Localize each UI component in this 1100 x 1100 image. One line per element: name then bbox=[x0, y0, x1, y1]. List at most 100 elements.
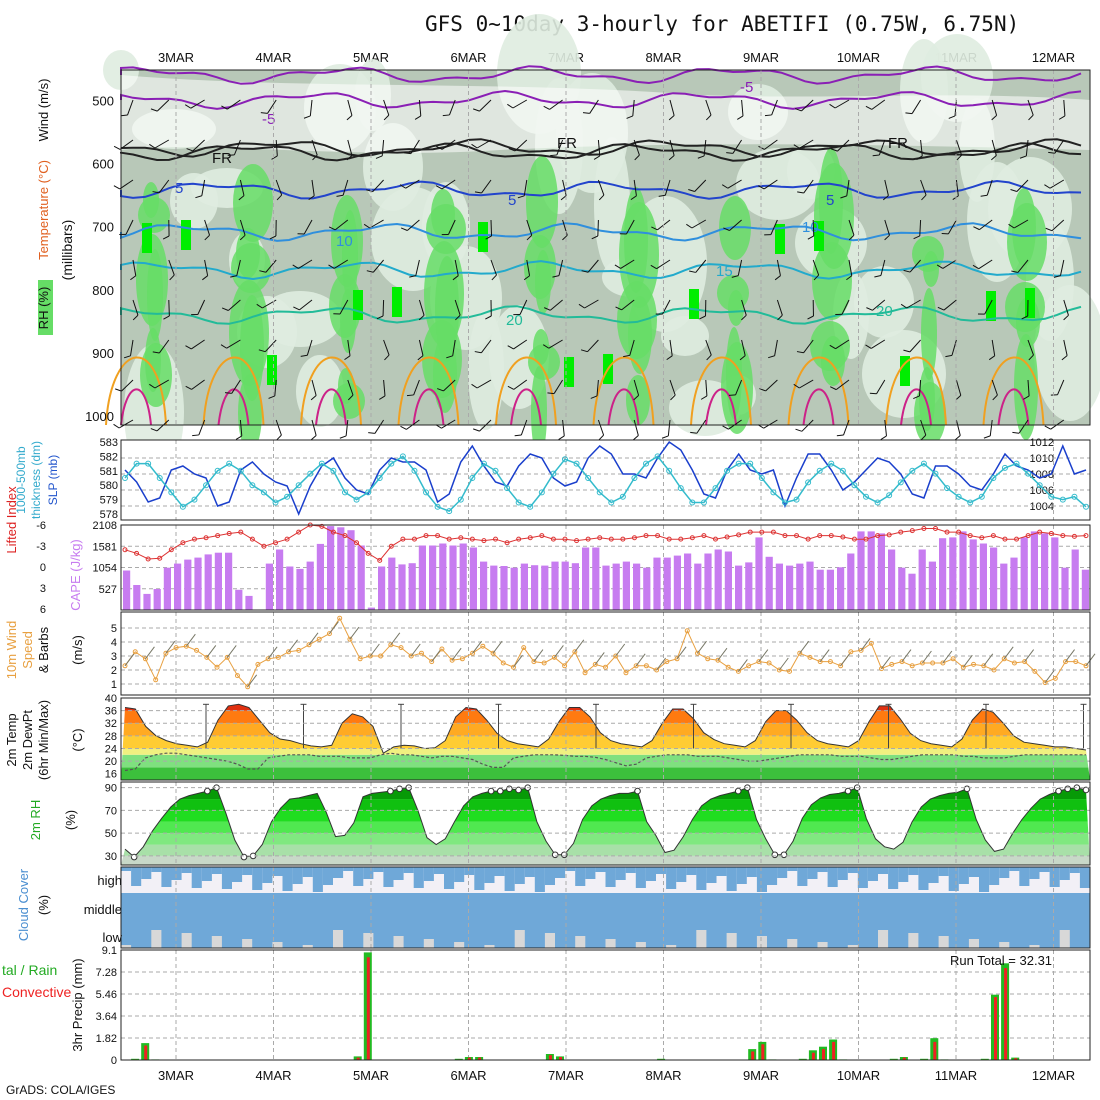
barb-feather bbox=[980, 194, 988, 197]
barb-feather bbox=[474, 351, 482, 354]
wind-barb bbox=[650, 259, 671, 270]
wind-barb bbox=[872, 139, 886, 157]
wind-barb bbox=[977, 299, 993, 315]
temp-tick-label: 16 bbox=[105, 769, 117, 781]
wind-speed-marker bbox=[286, 649, 292, 655]
rh2m-band bbox=[121, 810, 1090, 822]
wind-speed-marker bbox=[132, 649, 138, 655]
high-cloud-bar bbox=[1009, 867, 1020, 871]
wind-barb bbox=[630, 179, 637, 201]
high-cloud-bar bbox=[282, 867, 293, 891]
wind-speed-marker bbox=[398, 645, 404, 651]
high-cloud-bar bbox=[736, 867, 747, 884]
barb-feather bbox=[383, 114, 390, 121]
wind-barb bbox=[435, 179, 456, 190]
thickness-marker bbox=[874, 499, 881, 506]
warm-contour bbox=[690, 356, 752, 426]
barb-feather bbox=[114, 388, 122, 392]
barb-shaft bbox=[872, 299, 886, 311]
barb-feather bbox=[485, 315, 492, 320]
wind-tick-label: 2 bbox=[111, 665, 117, 677]
low-cloud-gap bbox=[514, 930, 525, 948]
wind-barb bbox=[726, 139, 743, 154]
wind-barb bbox=[688, 179, 707, 192]
barb-shaft bbox=[347, 339, 351, 356]
precip-convective-bar bbox=[761, 1044, 765, 1060]
lifted-index-marker bbox=[122, 547, 128, 553]
high-cloud-bar bbox=[121, 867, 132, 871]
barb-feather bbox=[846, 275, 853, 281]
cape-bar bbox=[225, 552, 233, 610]
barb-feather bbox=[726, 152, 733, 154]
high-cloud-bar bbox=[191, 867, 202, 888]
barb-shaft bbox=[1063, 339, 1068, 356]
barb-feather bbox=[300, 354, 308, 357]
barb-feather bbox=[336, 194, 344, 197]
high-cloud-bar bbox=[252, 867, 263, 890]
wind-speed-marker bbox=[643, 663, 649, 669]
rh-moist-patch bbox=[240, 295, 264, 401]
thickness-marker bbox=[492, 467, 499, 474]
rh2m-marker bbox=[1082, 786, 1090, 794]
precip-convective-bar bbox=[548, 1055, 552, 1060]
barb-feather bbox=[835, 313, 842, 315]
barb-shaft bbox=[274, 379, 277, 396]
wind-speed-marker bbox=[296, 647, 302, 653]
wind-speed-marker bbox=[224, 654, 230, 660]
wind-barb bbox=[846, 259, 853, 281]
warm-contour bbox=[495, 356, 557, 426]
barb-feather bbox=[1021, 315, 1028, 320]
barb-feather bbox=[977, 313, 985, 315]
barb-shaft bbox=[562, 419, 565, 436]
wind-speed-marker bbox=[705, 656, 711, 662]
wind-speed-marker bbox=[490, 650, 496, 656]
barb-shaft bbox=[884, 219, 890, 236]
barb-feather bbox=[1011, 270, 1019, 273]
high-cloud-bar bbox=[938, 867, 949, 876]
rh2m-marker bbox=[771, 851, 779, 859]
barb-feather bbox=[312, 154, 318, 161]
high-cloud-bar bbox=[262, 867, 273, 883]
barb-shaft bbox=[227, 299, 241, 311]
li-tick-label: 3 bbox=[40, 583, 46, 595]
surface-wind-barb bbox=[431, 649, 442, 662]
surface-wind-barb bbox=[840, 653, 851, 667]
barb-feather bbox=[562, 234, 568, 241]
thickness-marker bbox=[133, 460, 140, 467]
high-cloud-bar bbox=[373, 867, 384, 872]
barb-shaft bbox=[347, 379, 354, 396]
barb-shaft bbox=[776, 259, 781, 276]
barb-shaft bbox=[298, 259, 313, 269]
barb-feather bbox=[731, 275, 739, 278]
barb-feather bbox=[884, 234, 890, 241]
thickness-marker bbox=[1059, 496, 1066, 503]
cape-bar bbox=[979, 543, 987, 610]
lifted-index-marker bbox=[863, 536, 869, 542]
cape-bar bbox=[786, 565, 794, 610]
wind-barb bbox=[1008, 219, 1029, 229]
barb-feather bbox=[777, 314, 783, 321]
wind-speed-marker bbox=[510, 664, 516, 670]
barb-shaft bbox=[410, 139, 420, 154]
thickness-marker bbox=[504, 485, 511, 492]
wind-barb bbox=[149, 139, 170, 149]
barb-feather bbox=[508, 148, 516, 152]
surface-wind-barb bbox=[369, 643, 380, 657]
surface-wind-barb bbox=[881, 656, 891, 669]
temperature-contour bbox=[120, 138, 1082, 158]
barb-feather bbox=[204, 234, 210, 241]
barb-shaft bbox=[906, 299, 921, 309]
barb-feather bbox=[829, 386, 837, 391]
barb-shaft bbox=[770, 219, 778, 235]
thickness-marker bbox=[805, 479, 812, 486]
high-cloud-bar bbox=[221, 867, 232, 889]
rh-saturated-patch bbox=[900, 356, 910, 386]
barb-shaft bbox=[991, 99, 998, 116]
wind-barb bbox=[882, 179, 889, 201]
barb-feather bbox=[1008, 223, 1015, 229]
wind-barb bbox=[759, 379, 778, 392]
precip-convective-bar bbox=[751, 1051, 755, 1060]
cape-bar bbox=[612, 563, 620, 610]
high-cloud-bar bbox=[817, 867, 828, 872]
thickness-marker bbox=[399, 453, 406, 460]
